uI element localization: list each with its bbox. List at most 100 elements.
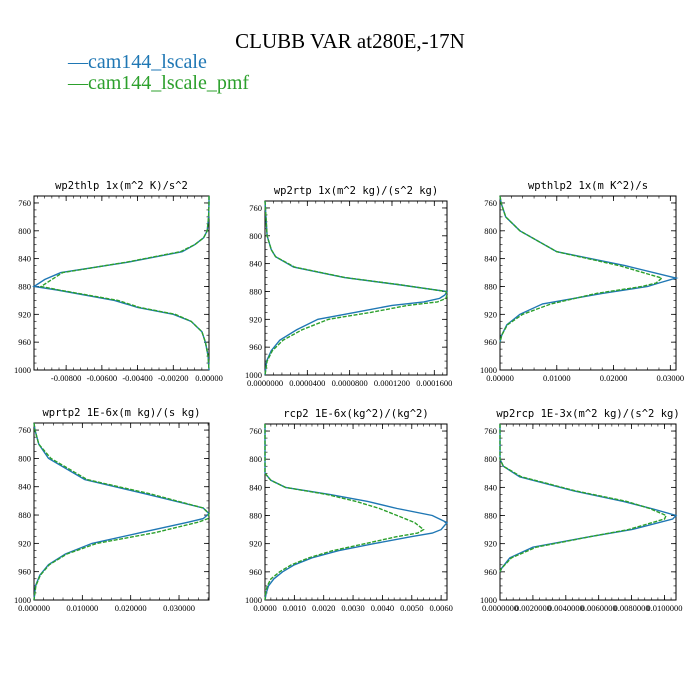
plot-frame [499, 195, 677, 371]
x-tick-label: 0.010000 [66, 603, 98, 613]
panel: wp2thlp 1x(m^2 K)/s^2 760 800 840 880 920 960 1… [14, 180, 223, 383]
y-tick-label: 1000 [14, 595, 31, 605]
x-tick-label: 0.0000400 [289, 378, 325, 388]
x-tick-label: 0.0040000 [548, 603, 584, 613]
panel-title: rcp2 1E-6x(kg^2)/(kg^2) [283, 408, 428, 420]
x-tick-label: 0.0020000 [515, 603, 551, 613]
panel-title: wp2rcp 1E-3x(m^2 kg)/(s^2 kg) [496, 408, 679, 420]
x-tick-label: 0.0000000 [247, 378, 283, 388]
legend-entry-lscale: —cam144_lscale [68, 51, 207, 73]
legend-line-icon: — [68, 72, 88, 94]
panel: rcp2 1E-6x(kg^2)/(kg^2) 760 800 840 880 920 96… [245, 408, 453, 613]
y-tick-label: 800 [484, 454, 497, 464]
legend-label: cam144_lscale_pmf [88, 72, 250, 94]
y-tick-label: 840 [18, 482, 31, 492]
x-tick-label: 0.0000000 [482, 603, 518, 613]
series-line-lscale-pmf [33, 422, 210, 601]
series-line-lscale [32, 196, 210, 371]
x-tick-label: 0.0080000 [614, 603, 650, 613]
y-tick-label: 1000 [480, 365, 497, 375]
x-tick-label: 0.000000 [18, 603, 50, 613]
x-tick-label: 0.0010 [283, 603, 306, 613]
y-tick-label: 800 [249, 231, 262, 241]
legend-entry-lscale-pmf: —cam144_lscale_pmf [68, 72, 249, 94]
panel: wp2rtp 1x(m^2 kg)/(s^2 kg) 760 800 840 880 92… [245, 185, 452, 388]
series-line-lscale [264, 424, 449, 601]
y-tick-label: 960 [484, 337, 497, 347]
series-line-lscale-pmf [264, 200, 448, 376]
plot-frame [264, 423, 448, 601]
y-tick-label: 840 [18, 254, 31, 264]
legend-label: cam144_lscale [88, 51, 207, 73]
y-tick-label: 840 [484, 482, 497, 492]
chart-title: CLUBB VAR at280E,-17N [235, 29, 465, 53]
x-tick-label: 0.0050 [400, 603, 423, 613]
y-tick-label: 840 [249, 259, 262, 269]
x-tick-label: 0.00000 [486, 373, 514, 383]
y-tick-label: 1000 [14, 365, 31, 375]
y-tick-label: 1000 [245, 595, 262, 605]
plot-frame [33, 195, 210, 371]
y-tick-label: 840 [484, 254, 497, 264]
y-tick-label: 920 [18, 538, 31, 548]
y-tick-label: 840 [249, 482, 262, 492]
plot-frame [499, 423, 677, 601]
panel-title: wp2rtp 1x(m^2 kg)/(s^2 kg) [274, 185, 438, 197]
x-tick-label: 0.030000 [163, 603, 195, 613]
y-tick-label: 880 [249, 511, 262, 521]
y-tick-label: 880 [484, 281, 497, 291]
x-tick-label: 0.0020 [312, 603, 335, 613]
x-tick-label: 0.0001200 [374, 378, 410, 388]
y-tick-label: 920 [249, 539, 262, 549]
y-tick-label: 960 [249, 567, 262, 577]
panel: wpthlp2 1x(m K^2)/s 760 800 840 880 920 960 100… [480, 180, 684, 383]
x-tick-label: 0.0000 [253, 603, 276, 613]
x-tick-label: 0.0040 [371, 603, 394, 613]
x-tick-label: 0.0060 [429, 603, 452, 613]
y-tick-label: 800 [18, 226, 31, 236]
y-tick-label: 1000 [480, 595, 497, 605]
x-tick-label: 0.0000800 [332, 378, 368, 388]
legend-line-icon: — [68, 51, 88, 73]
panel: wp2rcp 1E-3x(m^2 kg)/(s^2 kg) 760 800 840 88… [480, 408, 683, 613]
y-tick-label: 880 [18, 510, 31, 520]
x-tick-label: 0.00000 [195, 373, 223, 383]
y-tick-label: 960 [484, 567, 497, 577]
y-tick-label: 760 [249, 426, 262, 436]
panel-title: wpthlp2 1x(m K^2)/s [528, 180, 648, 192]
y-tick-label: 960 [18, 337, 31, 347]
x-tick-label: 0.03000 [657, 373, 685, 383]
series-line-lscale-pmf [264, 424, 425, 601]
y-tick-label: 760 [484, 198, 497, 208]
plot-frame [264, 200, 448, 376]
x-tick-label: -0.00400 [122, 373, 152, 383]
x-tick-label: 0.0001600 [416, 378, 452, 388]
x-tick-label: 0.0030 [341, 603, 364, 613]
series-line-lscale [33, 422, 211, 601]
panel: wprtp2 1E-6x(m kg)/(s kg) 760 800 840 880 920… [14, 407, 211, 613]
plot-frame [33, 422, 210, 601]
panel-title: wp2thlp 1x(m^2 K)/s^2 [55, 180, 188, 192]
y-tick-label: 800 [484, 226, 497, 236]
y-tick-label: 800 [18, 453, 31, 463]
x-tick-label: 0.01000 [543, 373, 571, 383]
y-tick-label: 920 [484, 539, 497, 549]
y-tick-label: 880 [249, 286, 262, 296]
y-tick-label: 960 [18, 567, 31, 577]
series-line-lscale [499, 195, 679, 343]
x-tick-label: 0.020000 [115, 603, 147, 613]
y-tick-label: 880 [484, 511, 497, 521]
y-tick-label: 920 [249, 314, 262, 324]
x-tick-label: 0.0100000 [646, 603, 682, 613]
y-tick-label: 880 [18, 281, 31, 291]
x-tick-label: 0.02000 [600, 373, 628, 383]
y-tick-label: 800 [249, 454, 262, 464]
y-tick-label: 960 [249, 342, 262, 352]
y-tick-label: 760 [18, 425, 31, 435]
x-tick-label: 0.0060000 [581, 603, 617, 613]
y-tick-label: 920 [484, 309, 497, 319]
series-line-lscale-pmf [39, 196, 210, 371]
x-tick-label: -0.00800 [51, 373, 81, 383]
y-tick-label: 760 [484, 426, 497, 436]
